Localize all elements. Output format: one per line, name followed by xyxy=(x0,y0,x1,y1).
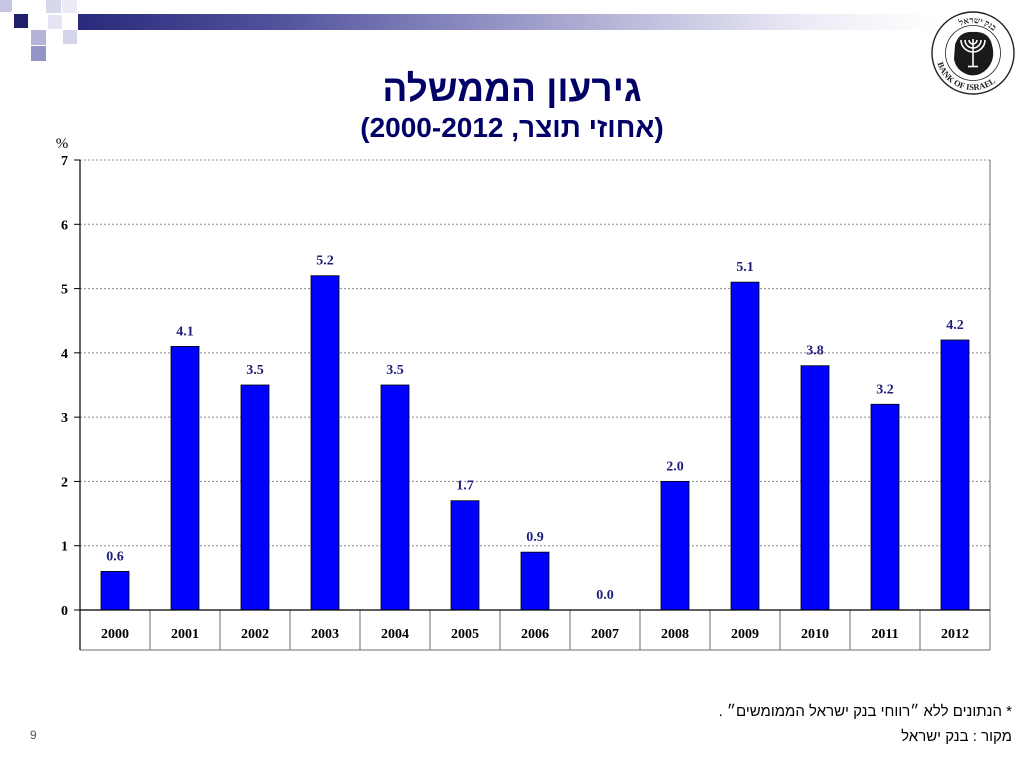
axes: 0 1 2 3 4 5 6 7 2000 2001 2002 2003 2004 2005 2006 2007… xyxy=(61,154,990,650)
data-label-2005: 1.7 xyxy=(456,479,474,494)
page-number: 9 xyxy=(30,728,37,742)
y-tick-label-2: 2 xyxy=(61,475,68,490)
decor-square xyxy=(31,46,46,61)
y-tick-label-7: 7 xyxy=(61,154,68,169)
y-tick-label-0: 0 xyxy=(61,604,68,619)
bar-2005 xyxy=(450,500,480,611)
y-tick-label-6: 6 xyxy=(61,218,68,233)
y-tick-label-3: 3 xyxy=(61,411,68,426)
x-tick-label-2009: 2009 xyxy=(731,627,759,642)
data-label-2004: 3.5 xyxy=(386,363,404,378)
data-label-2011: 3.2 xyxy=(876,382,894,397)
bank-of-israel-logo: בנק ישראל BANK OF ISRAEL xyxy=(931,11,1015,95)
data-label-2007: 0.0 xyxy=(596,588,614,603)
decor-square xyxy=(0,0,12,12)
data-label-2002: 3.5 xyxy=(246,363,264,378)
bar-2009 xyxy=(730,281,760,611)
x-tick-label-2008: 2008 xyxy=(661,627,689,642)
bar-2000 xyxy=(100,571,130,611)
bar-2003 xyxy=(310,275,340,611)
source-note: מקור : בנק ישראל xyxy=(901,728,1012,745)
data-label-2012: 4.2 xyxy=(946,318,964,333)
x-tick-label-2011: 2011 xyxy=(871,627,898,642)
bar-2004 xyxy=(380,384,410,611)
slide-title: גירעון הממשלה xyxy=(382,68,642,109)
x-tick-label-2002: 2002 xyxy=(241,627,269,642)
logo-inner-ring xyxy=(945,25,1001,81)
data-label-2000: 0.6 xyxy=(106,549,124,564)
data-labels: 0.6 4.1 3.5 5.2 3.5 1.7 0.9 0.0 2.0 5.1 3.8 3.2 4.2 xyxy=(106,254,964,603)
y-axis-unit-label: % xyxy=(56,136,69,152)
y-tick-label-1: 1 xyxy=(61,540,68,555)
bar-2002 xyxy=(240,384,270,611)
x-tick-label-2004: 2004 xyxy=(381,627,409,642)
slide-subtitle: (אחוזי תוצר, 2000-2012) xyxy=(360,112,664,143)
data-label-2009: 5.1 xyxy=(736,260,754,275)
x-tick-label-2000: 2000 xyxy=(101,627,129,642)
x-tick-label-2010: 2010 xyxy=(801,627,829,642)
bar-2010 xyxy=(800,365,830,611)
bar-2008 xyxy=(660,481,690,611)
decor-square xyxy=(48,15,62,29)
footnote: * הנתונים ללא ״רווחי בנק ישראל הממומשים״… xyxy=(718,703,1012,720)
decor-square xyxy=(14,14,28,28)
bar-2012 xyxy=(940,339,970,611)
bar-2006 xyxy=(520,551,550,611)
x-tick-label-2006: 2006 xyxy=(521,627,549,642)
decor-square xyxy=(63,30,77,44)
x-tick-label-2001: 2001 xyxy=(171,627,199,642)
y-tick-label-4: 4 xyxy=(61,347,68,362)
data-label-2010: 3.8 xyxy=(806,344,824,359)
chart-frame xyxy=(80,160,991,651)
x-tick-label-2012: 2012 xyxy=(941,627,969,642)
data-label-2001: 4.1 xyxy=(176,324,194,339)
menorah-icon xyxy=(960,39,986,68)
bar-2001 xyxy=(170,346,200,611)
decor-square xyxy=(46,0,61,13)
gridlines xyxy=(80,159,990,547)
x-tick-label-2005: 2005 xyxy=(451,627,479,642)
decor-square xyxy=(62,0,77,13)
data-label-2008: 2.0 xyxy=(666,459,684,474)
data-label-2006: 0.9 xyxy=(526,530,544,545)
x-tick-label-2003: 2003 xyxy=(311,627,339,642)
bars xyxy=(100,275,970,611)
data-label-2003: 5.2 xyxy=(316,254,334,269)
x-tick-label-2007: 2007 xyxy=(591,627,619,642)
header-gradient-bar xyxy=(78,14,938,30)
bar-2011 xyxy=(870,403,900,611)
decor-square xyxy=(31,30,46,45)
y-tick-label-5: 5 xyxy=(61,283,68,298)
